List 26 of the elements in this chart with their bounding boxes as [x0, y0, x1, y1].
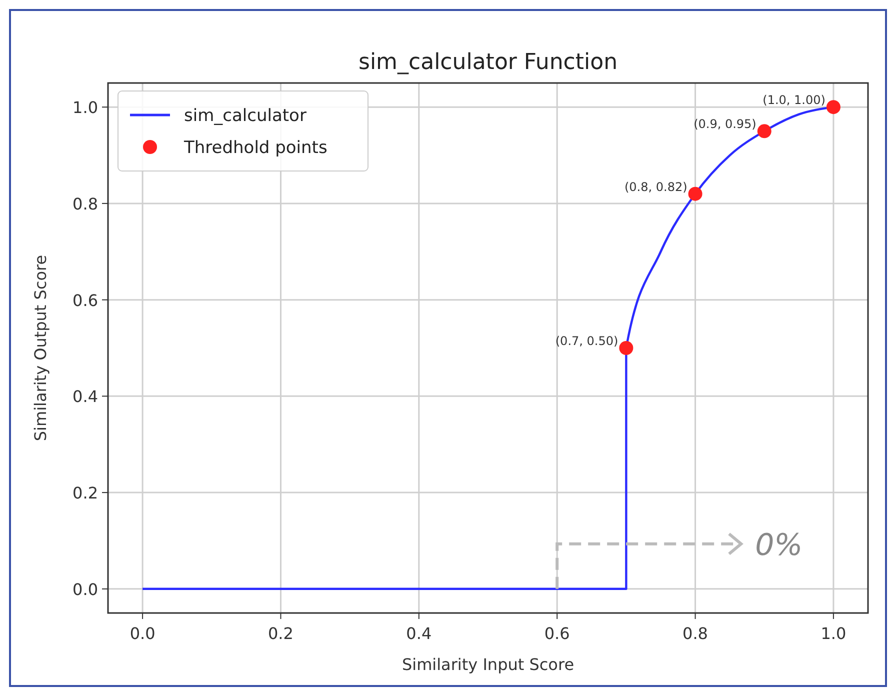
annotation: (1.0, 1.00)	[762, 93, 826, 108]
point	[619, 341, 634, 355]
x-tick-label: 0.6	[544, 624, 570, 643]
y-tick-label: 0.4	[72, 387, 98, 406]
point	[826, 100, 840, 114]
y-tick-label: 0.6	[72, 290, 98, 310]
y-axis-title: Similarity Output Score	[31, 254, 50, 442]
annotation: (0.7, 0.50)	[555, 334, 618, 348]
y-tick-label: 1.0	[72, 98, 98, 118]
annotation: (0.8, 0.82)	[624, 180, 688, 194]
annotation: (0.9, 0.95)	[694, 117, 756, 132]
point	[757, 124, 772, 138]
chart-title: sim_calculator Function	[358, 50, 618, 75]
legend-label: sim_calculator	[184, 106, 306, 126]
x-tick-label: 1.0	[820, 624, 846, 643]
x-tick-label: 0.8	[682, 624, 708, 643]
point	[688, 186, 702, 201]
x-axis-title: Similarity Input Score	[402, 655, 574, 674]
x-tick-label: 0.0	[130, 624, 156, 643]
annotation: 0%	[755, 528, 803, 563]
y-tick-label: 0.0	[72, 580, 98, 599]
y-tick-label: 0.8	[72, 194, 98, 214]
x-tick-label: 0.4	[406, 624, 432, 643]
legend-label: Thredhold points	[183, 138, 328, 158]
x-tick-label: 0.2	[268, 624, 294, 643]
y-tick-label: 0.2	[72, 484, 98, 503]
